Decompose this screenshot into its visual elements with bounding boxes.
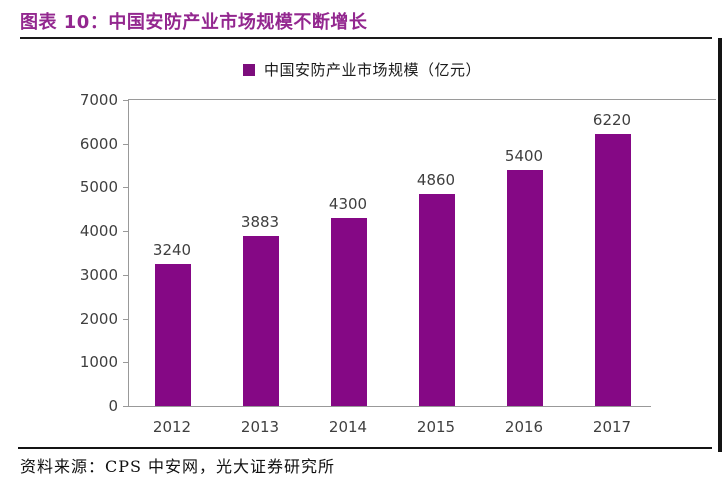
y-tick-mark xyxy=(123,406,128,407)
plot-top-border xyxy=(128,99,716,100)
y-tick-mark xyxy=(123,362,128,364)
x-tick-label: 2014 xyxy=(328,418,368,436)
bar-value-label: 4860 xyxy=(416,170,456,189)
y-tick-mark xyxy=(123,231,128,233)
y-tick-label: 3000 xyxy=(79,265,118,284)
bar-2014 xyxy=(331,218,367,406)
bar-2012 xyxy=(155,264,191,406)
bar-2015 xyxy=(419,193,455,406)
y-tick-mark xyxy=(123,274,128,276)
y-tick-mark xyxy=(123,143,128,145)
x-tick-label: 2016 xyxy=(504,418,544,436)
right-border-line xyxy=(718,38,722,452)
bar-value-label: 3883 xyxy=(240,213,280,232)
x-tick-label: 2017 xyxy=(592,418,632,436)
y-tick-label: 4000 xyxy=(79,222,118,241)
legend-label: 中国安防产业市场规模（亿元） xyxy=(263,61,481,79)
legend-swatch xyxy=(242,63,255,76)
plot-area xyxy=(128,100,651,407)
y-tick-label: 1000 xyxy=(79,353,118,372)
footer-separator xyxy=(18,447,712,449)
bar-2013 xyxy=(243,236,279,406)
y-tick-label: 6000 xyxy=(79,134,118,153)
y-tick-label: 2000 xyxy=(79,309,118,328)
x-tick-label: 2015 xyxy=(416,418,456,436)
y-tick-mark xyxy=(123,318,128,320)
y-tick-mark xyxy=(123,100,128,101)
y-tick-label: 5000 xyxy=(79,178,118,197)
chart-legend: 中国安防产业市场规模（亿元） xyxy=(0,59,724,80)
bar-value-label: 6220 xyxy=(592,111,632,130)
figure-title: 图表 10：中国安防产业市场规模不断增长 xyxy=(20,12,368,33)
bar-2016 xyxy=(507,169,543,406)
bar-2017 xyxy=(595,134,631,406)
bar-value-label: 5400 xyxy=(504,146,544,165)
bar-value-label: 4300 xyxy=(328,195,368,214)
bar-value-label: 3240 xyxy=(152,241,192,260)
y-tick-label: 7000 xyxy=(79,91,118,109)
x-tick-label: 2012 xyxy=(152,418,192,436)
source-note: 资料来源：CPS 中安网，光大证券研究所 xyxy=(20,457,336,476)
title-underline xyxy=(20,37,712,39)
y-tick-label: 0 xyxy=(108,397,118,415)
x-tick-label: 2013 xyxy=(240,418,280,436)
y-tick-mark xyxy=(123,187,128,189)
